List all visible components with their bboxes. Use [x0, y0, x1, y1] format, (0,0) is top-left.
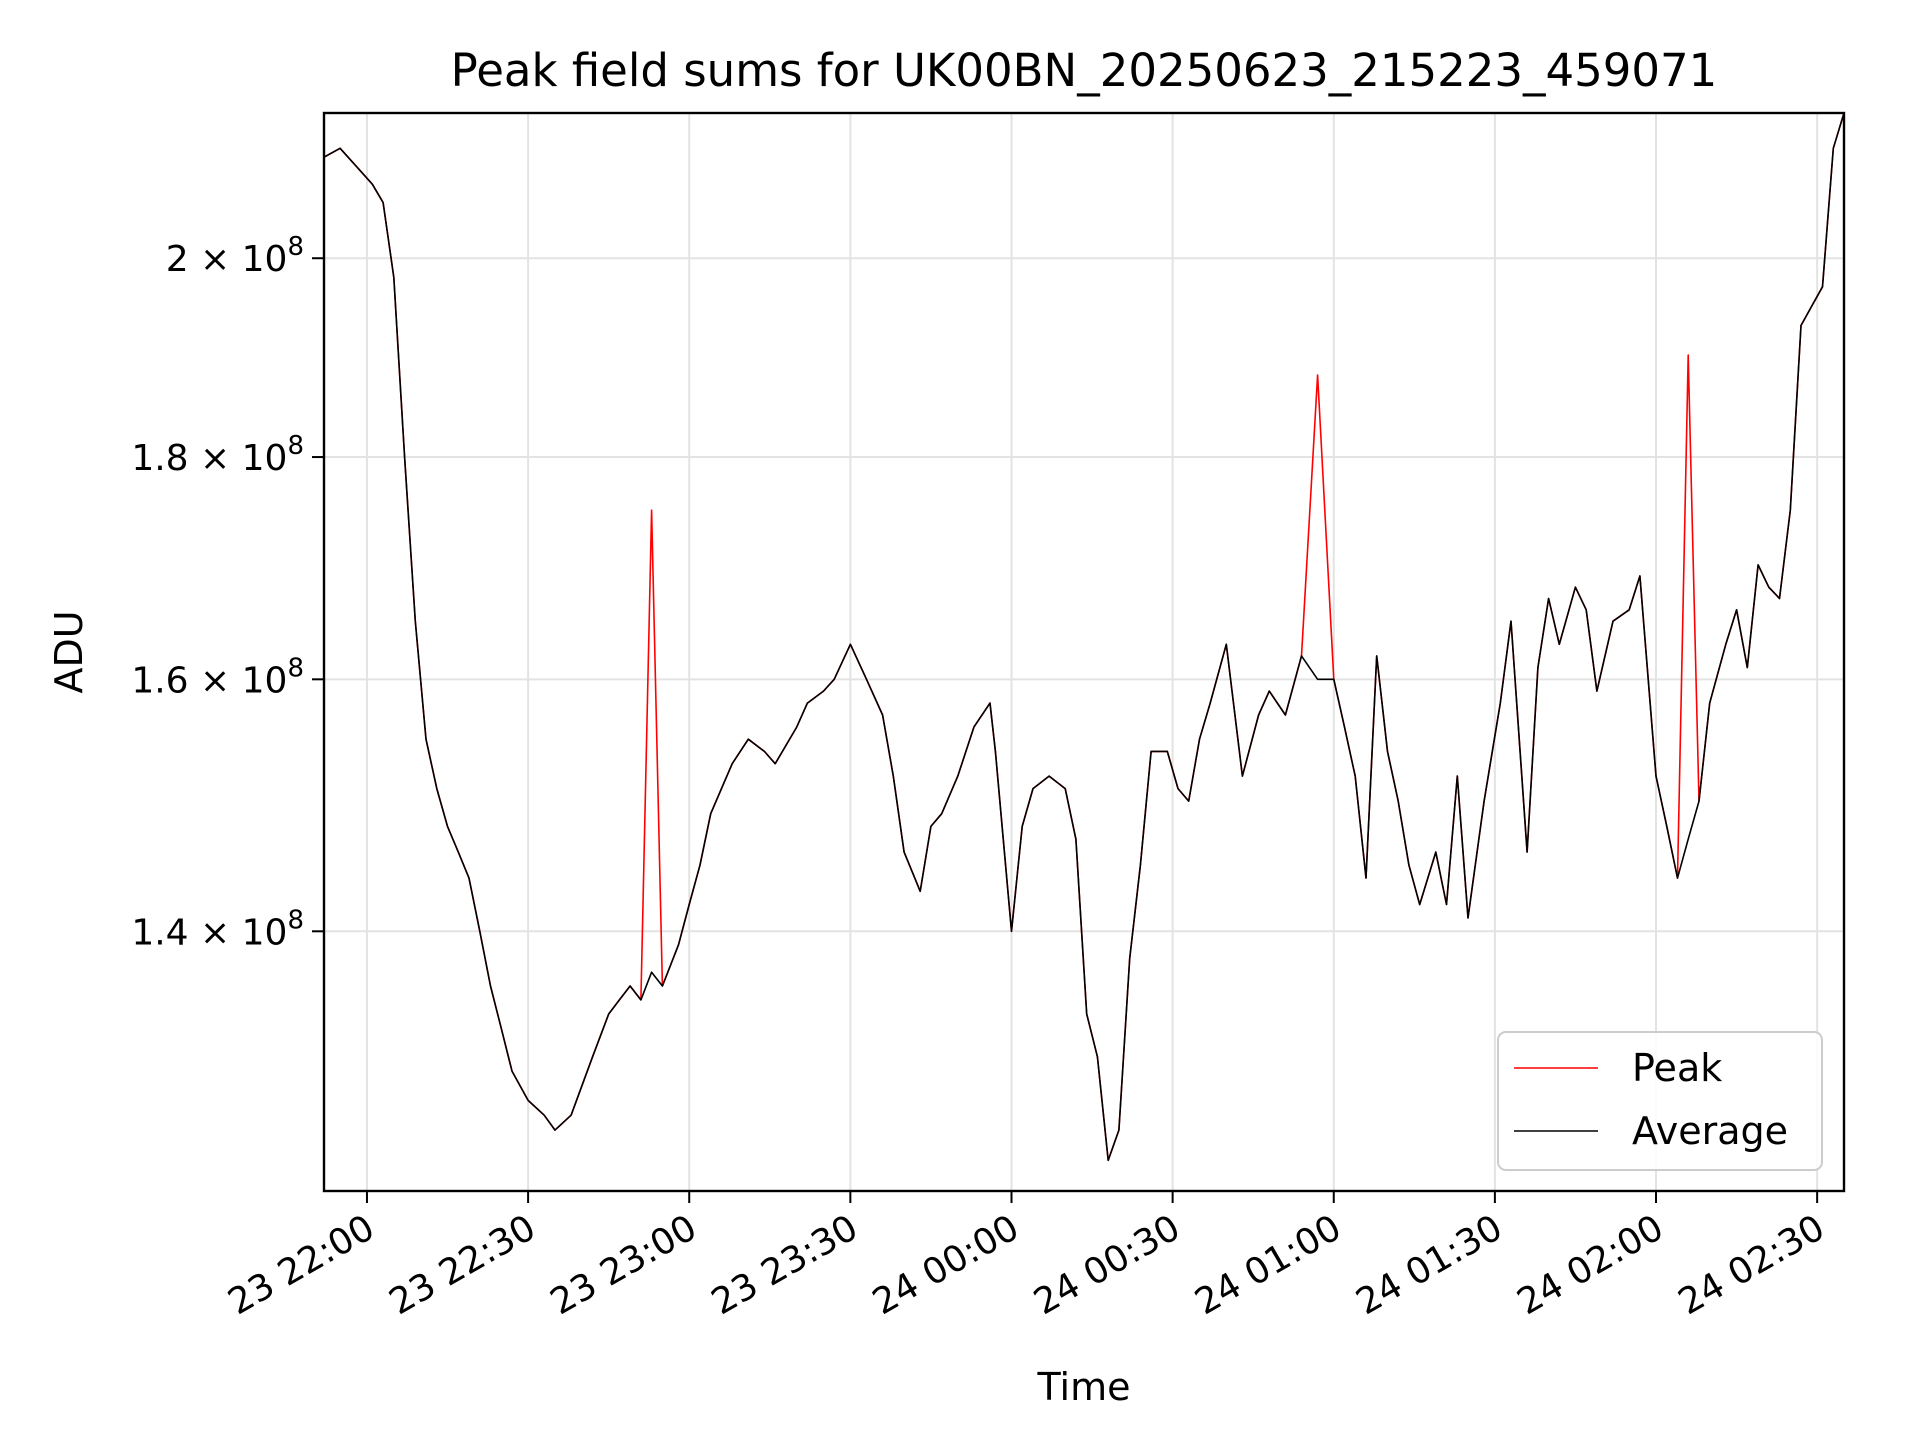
y-tick-label: 1.4 × 108: [131, 905, 304, 953]
series-layer: [324, 113, 1844, 1162]
grid-layer: [324, 113, 1844, 1191]
legend: Peak Average: [1497, 1031, 1823, 1171]
plot-frame: [322, 111, 1846, 1193]
chart-title: Peak field sums for UK00BN_20250623_2152…: [451, 44, 1718, 97]
legend-peak-label: Peak: [1632, 1046, 1722, 1090]
legend-average-label: Average: [1632, 1109, 1788, 1153]
y-tick-label: 1.6 × 108: [131, 653, 304, 701]
y-axis-label: ADU: [47, 610, 91, 693]
y-tick-label: 2 × 108: [166, 232, 304, 280]
x-axis-label: Time: [1037, 1365, 1131, 1409]
legend-box: [1497, 1031, 1823, 1171]
y-tick-label: 1.8 × 108: [131, 431, 304, 479]
series-line-average: [324, 113, 1844, 1162]
y-axis: 1.4 × 108 1.6 × 108 1.8 × 108 2 × 108: [131, 232, 324, 953]
